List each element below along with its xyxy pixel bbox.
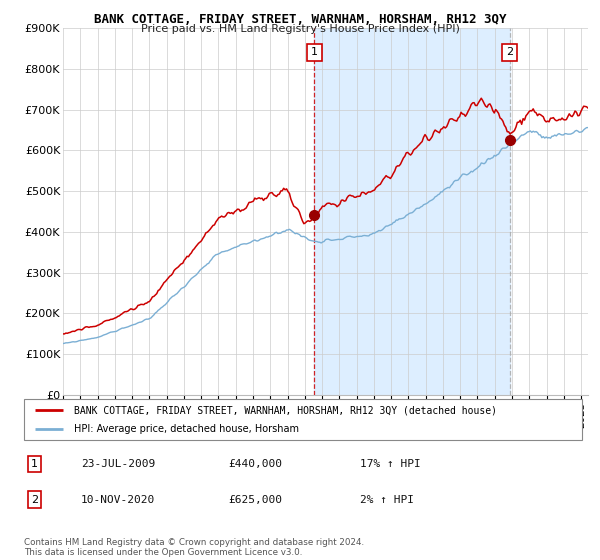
Text: 2: 2 — [31, 494, 38, 505]
Text: 1: 1 — [311, 48, 318, 58]
Text: 23-JUL-2009: 23-JUL-2009 — [81, 459, 155, 469]
Text: BANK COTTAGE, FRIDAY STREET, WARNHAM, HORSHAM, RH12 3QY (detached house): BANK COTTAGE, FRIDAY STREET, WARNHAM, HO… — [74, 405, 497, 415]
Text: 2: 2 — [506, 48, 513, 58]
Text: £625,000: £625,000 — [228, 494, 282, 505]
Text: HPI: Average price, detached house, Horsham: HPI: Average price, detached house, Hors… — [74, 424, 299, 433]
Text: 2% ↑ HPI: 2% ↑ HPI — [360, 494, 414, 505]
Text: BANK COTTAGE, FRIDAY STREET, WARNHAM, HORSHAM, RH12 3QY: BANK COTTAGE, FRIDAY STREET, WARNHAM, HO… — [94, 13, 506, 26]
Text: 1: 1 — [31, 459, 38, 469]
Text: 10-NOV-2020: 10-NOV-2020 — [81, 494, 155, 505]
Text: 17% ↑ HPI: 17% ↑ HPI — [360, 459, 421, 469]
Text: Contains HM Land Registry data © Crown copyright and database right 2024.
This d: Contains HM Land Registry data © Crown c… — [24, 538, 364, 557]
Text: Price paid vs. HM Land Registry's House Price Index (HPI): Price paid vs. HM Land Registry's House … — [140, 24, 460, 34]
Bar — [314, 28, 509, 395]
Text: £440,000: £440,000 — [228, 459, 282, 469]
